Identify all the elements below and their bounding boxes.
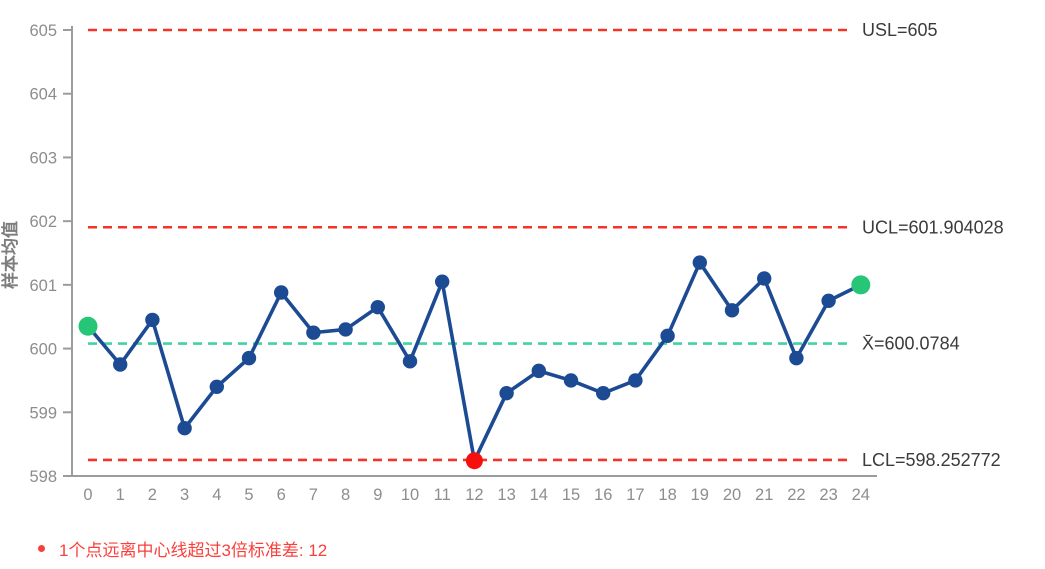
y-tick-label: 600 [29, 341, 57, 359]
data-point-17 [628, 373, 643, 388]
x-tick-label: 23 [819, 486, 837, 504]
y-tick-label: 598 [29, 468, 57, 486]
y-tick-label: 599 [29, 404, 57, 422]
y-tick-label: 604 [29, 86, 57, 104]
y-tick-label: 603 [29, 149, 57, 167]
limit-label-UCL: UCL=601.904028 [862, 217, 1004, 237]
y-tick-label: 605 [29, 22, 57, 40]
x-tick-label: 13 [497, 486, 515, 504]
x-tick-label: 7 [309, 486, 318, 504]
data-point-13 [499, 385, 514, 401]
data-point-7 [306, 325, 321, 340]
x-tick-label: 0 [83, 486, 92, 504]
data-point-21 [757, 271, 772, 286]
x-tick-label: 24 [852, 486, 870, 504]
x-tick-label: 18 [658, 486, 676, 504]
limit-label-USL: USL=605 [862, 20, 938, 40]
data-point-15 [563, 373, 579, 388]
data-point-1 [113, 357, 128, 372]
x-tick-label: 22 [787, 486, 805, 504]
data-point-2 [145, 312, 160, 328]
data-point-16 [596, 385, 611, 401]
data-point-14 [531, 363, 546, 379]
bullet-icon [38, 545, 45, 552]
limit-label-CL: X̄=600.0784 [862, 334, 960, 354]
data-point-5 [241, 350, 257, 366]
x-tick-label: 17 [626, 486, 644, 504]
rule-violation-text: 1个点远离中心线超过3倍标准差: 12 [59, 541, 328, 560]
data-point-3 [177, 421, 192, 436]
data-point-11 [435, 274, 450, 289]
x-tick-label: 2 [148, 486, 157, 504]
x-tick-label: 16 [594, 486, 612, 504]
x-tick-label: 14 [530, 486, 548, 504]
data-point-23 [821, 293, 836, 308]
data-point-8 [338, 322, 353, 337]
x-tick-label: 4 [212, 486, 221, 504]
data-point-10 [402, 354, 418, 369]
data-point-20 [724, 303, 740, 318]
x-tick-label: 11 [434, 486, 451, 504]
x-tick-label: 19 [691, 486, 709, 504]
series-line [86, 260, 863, 463]
x-tick-label: 21 [755, 486, 773, 504]
x-tick-label: 5 [244, 486, 253, 504]
rule-violation-annotation: 1个点远离中心线超过3倍标准差: 12 [38, 536, 327, 561]
x-tick-label: 3 [180, 486, 189, 504]
data-point-24 [851, 275, 871, 295]
data-point-22 [789, 350, 804, 366]
control-chart-svg: USL=605 UCL=601.904028 X̄=600.0784 LCL=598.… [0, 20, 1004, 504]
y-axis-title: 样本均值 [0, 221, 20, 289]
data-point-6 [274, 285, 289, 300]
data-point-4 [209, 379, 224, 394]
data-point-9 [370, 299, 385, 315]
limit-label-LCL: LCL=598.252772 [862, 450, 1001, 470]
x-tick-label: 1 [116, 486, 125, 504]
x-tick-label: 6 [277, 486, 286, 504]
y-tick-label: 602 [29, 213, 57, 231]
y-tick-label: 601 [29, 277, 57, 295]
data-point-18 [660, 328, 675, 344]
x-tick-label: 10 [401, 486, 419, 504]
data-point-0 [78, 316, 98, 336]
x-tick-label: 12 [465, 486, 483, 504]
x-tick-label: 8 [341, 486, 350, 504]
x-tick-label: 15 [562, 486, 580, 504]
data-point-12 [465, 452, 483, 470]
data-point-19 [692, 255, 707, 270]
x-tick-label: 9 [373, 486, 382, 504]
x-tick-label: 20 [723, 486, 741, 504]
